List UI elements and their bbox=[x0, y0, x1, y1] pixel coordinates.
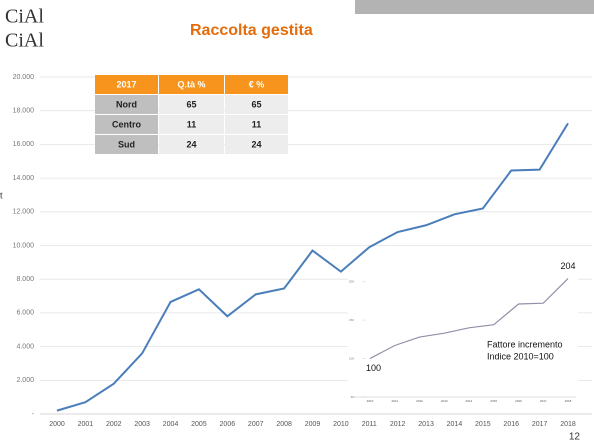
x-tick-label: 2014 bbox=[466, 399, 473, 403]
x-tick-label: 2018 bbox=[560, 421, 576, 428]
x-tick-label: 2004 bbox=[163, 421, 179, 428]
x-tick-label: 2017 bbox=[532, 421, 548, 428]
x-tick-label: 2009 bbox=[305, 421, 321, 428]
inset-panel bbox=[348, 270, 578, 410]
y-tick-label: 6.000 bbox=[16, 310, 34, 317]
table-cell bbox=[225, 135, 288, 154]
table-text: 24 bbox=[186, 139, 196, 149]
table-text: 24 bbox=[251, 139, 261, 149]
table-text: Q.tà % bbox=[177, 79, 205, 89]
x-tick-label: 2012 bbox=[416, 399, 423, 403]
table-cell bbox=[225, 75, 288, 94]
table-text: 11 bbox=[252, 119, 262, 129]
table-text: Sud bbox=[118, 139, 135, 149]
table: 2017 Q.tà % € % Nord 65 65 Centro 11 11 Sud 24 24 bbox=[95, 75, 288, 154]
data-line bbox=[369, 278, 569, 360]
x-tick-label: 2008 bbox=[276, 421, 292, 428]
y-tick-label: 2.000 bbox=[16, 377, 34, 384]
x-tick-label: 2011 bbox=[362, 421, 377, 428]
y-tick-label: 8.000 bbox=[16, 276, 34, 283]
x-tick-label: 2015 bbox=[490, 399, 497, 403]
inset-chart: 5010015020020102011201220132014201520162… bbox=[349, 261, 576, 403]
y-tick-label: 16.000 bbox=[13, 141, 35, 148]
y-tick-label: 4.000 bbox=[16, 343, 34, 350]
x-tick-label: 2015 bbox=[475, 421, 491, 428]
x-tick-label: 2013 bbox=[418, 421, 434, 428]
table-text: 2017 bbox=[116, 79, 136, 89]
table-cell bbox=[159, 135, 224, 154]
x-tick-label: 2018 bbox=[565, 399, 572, 403]
x-tick-label: 2016 bbox=[515, 399, 522, 403]
table-cell bbox=[95, 95, 158, 114]
table-cell bbox=[159, 75, 224, 94]
x-tick-label: 2014 bbox=[447, 421, 463, 428]
data-label: 100 bbox=[366, 363, 381, 373]
x-tick-label: 2016 bbox=[503, 421, 519, 428]
slide-title: Raccolta gestita bbox=[190, 22, 313, 39]
y-tick-label: 14.000 bbox=[13, 175, 35, 182]
x-tick-label: 2010 bbox=[333, 421, 349, 428]
x-tick-label: 2007 bbox=[248, 421, 264, 428]
page-number: 12 bbox=[569, 432, 581, 443]
y-tick-label: 150 bbox=[349, 318, 354, 322]
x-tick-label: 2012 bbox=[390, 421, 406, 428]
annotation: Indice 2010=100 bbox=[487, 351, 554, 361]
x-tick-label: 2005 bbox=[191, 421, 207, 428]
table-cell bbox=[225, 95, 288, 114]
data-line bbox=[56, 122, 569, 412]
table-text: Centro bbox=[112, 119, 142, 129]
table-text: 65 bbox=[186, 99, 196, 109]
table-text: 11 bbox=[187, 119, 197, 129]
table-cell bbox=[95, 115, 158, 134]
x-tick-label: 2010 bbox=[367, 399, 374, 403]
x-tick-label: 2000 bbox=[49, 421, 65, 428]
x-tick-label: 2001 bbox=[78, 421, 94, 428]
y-tick-label: 10.000 bbox=[13, 242, 35, 249]
table-text: € % bbox=[249, 79, 265, 89]
data-label: 204 bbox=[560, 261, 575, 271]
y-tick-label: 18.000 bbox=[13, 108, 35, 115]
x-tick-label: 2017 bbox=[540, 399, 547, 403]
y-axis-label: t bbox=[0, 190, 3, 200]
table-text: 65 bbox=[251, 99, 261, 109]
x-tick-label: 2003 bbox=[134, 421, 150, 428]
annotation: Fattore incremento bbox=[487, 339, 563, 349]
x-tick-label: 2011 bbox=[392, 399, 399, 403]
table-cell bbox=[225, 115, 288, 134]
x-tick-label: 2006 bbox=[220, 421, 236, 428]
y-tick-label: 200 bbox=[349, 279, 354, 283]
y-tick-label: 12.000 bbox=[13, 209, 35, 216]
table-cell bbox=[95, 135, 158, 154]
x-tick-label: 2013 bbox=[441, 399, 448, 403]
header-bar bbox=[355, 0, 594, 14]
y-tick-label: 20.000 bbox=[13, 74, 35, 81]
x-tick-label: 2002 bbox=[106, 421, 122, 428]
logo: CiAl bbox=[5, 30, 44, 52]
y-tick-label: 100 bbox=[349, 356, 354, 360]
table-cell bbox=[95, 75, 158, 94]
table-cell bbox=[159, 115, 224, 134]
table-cell bbox=[159, 95, 224, 114]
y-tick-label: - bbox=[32, 411, 35, 418]
logo: CiAl bbox=[5, 6, 44, 28]
table-text: Nord bbox=[116, 99, 137, 109]
